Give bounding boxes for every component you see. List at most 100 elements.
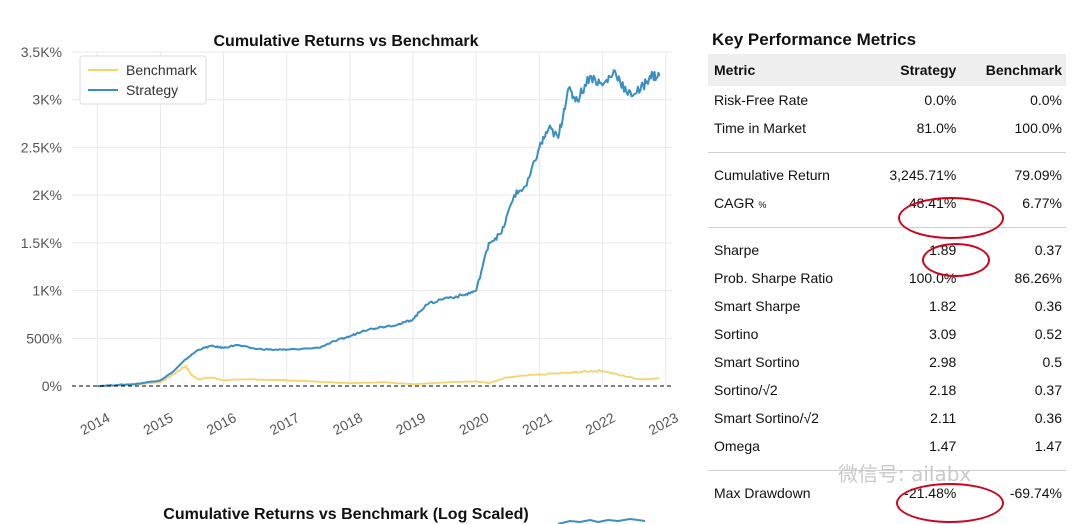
metric-benchmark-value: 79.09% — [1014, 167, 1062, 183]
metric-label-text: Cumulative Return — [714, 167, 830, 183]
series-lines — [97, 69, 661, 388]
x-tick-label: 2023 — [646, 409, 681, 438]
metric-label: CAGR % — [708, 189, 866, 217]
x-tick-label: 2017 — [267, 409, 302, 438]
metric-label: Risk-Free Rate — [708, 86, 866, 114]
y-tick-label: 1.5K% — [21, 235, 62, 251]
header-benchmark: Benchmark — [985, 62, 1062, 78]
x-tick-label: 2018 — [330, 409, 365, 438]
metric-benchmark-value: 1.47 — [1034, 438, 1062, 454]
metrics-table-body: Metric Strategy Benchmark Risk-Free Rate… — [708, 54, 1066, 507]
metric-row: CAGR % 48.41% 6.77% — [708, 189, 1066, 217]
metric-label: Smart Sortino/√2 — [708, 404, 866, 432]
legend-label-strategy: Strategy — [126, 82, 178, 98]
metric-label-text: Sortino — [714, 326, 759, 342]
group-gap — [708, 228, 1066, 236]
metric-label-text: Omega — [714, 438, 760, 454]
metric-benchmark-value: -69.74% — [1009, 485, 1062, 501]
group-separator — [708, 470, 1066, 471]
metric-label-text: Risk-Free Rate — [714, 92, 809, 108]
metric-row: Smart Sortino 2.98 0.5 — [708, 348, 1066, 376]
key-performance-metrics: Key Performance Metrics Metric Strategy … — [708, 24, 1068, 507]
metric-benchmark-value: 0.36 — [1034, 410, 1062, 426]
log-chart-peek — [557, 517, 646, 524]
metric-label: Prob. Sharpe Ratio — [708, 264, 866, 292]
metric-strategy-value: 2.18 — [929, 382, 957, 398]
chart-title: Cumulative Returns vs Benchmark — [214, 33, 479, 50]
metrics-table: Metric Strategy Benchmark Risk-Free Rate… — [708, 54, 1066, 507]
metric-label-suffix: % — [758, 200, 767, 210]
metric-label-text: Smart Sharpe — [714, 298, 801, 314]
series-line-strategy — [97, 69, 661, 388]
metric-row: Smart Sortino/√2 2.11 0.36 — [708, 404, 1066, 432]
metric-label: Sortino — [708, 320, 866, 348]
metric-strategy-value: 0.0% — [924, 92, 957, 108]
metric-row: Prob. Sharpe Ratio 100.0% 86.26% — [708, 264, 1066, 292]
log-chart-title: Cumulative Returns vs Benchmark (Log Sca… — [163, 506, 528, 523]
metric-benchmark-value: 0.37 — [1034, 382, 1062, 398]
y-tick-label: 0% — [42, 378, 62, 394]
metric-label-text: Sortino/√2 — [714, 382, 778, 398]
metric-benchmark-value: 0.0% — [1030, 92, 1062, 108]
metric-row: Sortino/√2 2.18 0.37 — [708, 376, 1066, 404]
x-tick-label: 2014 — [77, 409, 112, 438]
log-chart-strategy-line — [557, 517, 646, 524]
legend-box — [79, 55, 207, 105]
y-tick-label: 2K% — [32, 187, 62, 203]
metric-row: Risk-Free Rate 0.0% 0.0% — [708, 86, 1066, 114]
metrics-header-row: Metric Strategy Benchmark — [708, 54, 1066, 86]
x-tick-label: 2016 — [204, 409, 239, 438]
metric-label-text: Smart Sortino — [714, 354, 800, 370]
x-tick-label: 2020 — [456, 409, 491, 438]
cumulative-returns-chart: 0% 500% 1K% 1.5K% 2K% 2.5K% 3K% 3.5K% 2014 2015 20… — [21, 33, 681, 524]
metric-benchmark-value: 100.0% — [1014, 120, 1062, 136]
metric-strategy-value: 1.82 — [929, 298, 957, 314]
x-tick-label: 2019 — [393, 409, 428, 438]
x-tick-label: 2021 — [520, 409, 555, 438]
y-tick-label: 500% — [26, 330, 62, 346]
header-metric: Metric — [714, 62, 756, 78]
x-tick-label: 2022 — [583, 409, 618, 438]
metric-strategy-value: 3,245.71% — [889, 167, 957, 183]
metric-label: Smart Sortino — [708, 348, 866, 376]
y-tick-label: 2.5K% — [21, 139, 62, 155]
group-gap — [708, 142, 1066, 153]
metric-strategy-value: 81.0% — [916, 120, 957, 136]
group-separator — [708, 227, 1066, 228]
metric-label-text: Time in Market — [714, 120, 807, 136]
series-line-benchmark — [97, 365, 660, 387]
metric-row: Smart Sharpe 1.82 0.36 — [708, 292, 1066, 320]
header-strategy: Strategy — [900, 62, 957, 78]
watermark: 微信号: ailabx — [838, 462, 972, 486]
metric-label-text: Prob. Sharpe Ratio — [714, 270, 834, 286]
metric-label: Time in Market — [708, 114, 866, 142]
metric-benchmark-value: 0.37 — [1034, 242, 1062, 258]
metric-label: Cumulative Return — [708, 161, 866, 189]
metric-label-text: CAGR — [714, 195, 755, 211]
highlight-circle-cagr — [898, 197, 1004, 239]
legend-label-benchmark: Benchmark — [126, 62, 198, 78]
metric-benchmark-value: 0.52 — [1034, 326, 1062, 342]
metric-label: Max Drawdown — [708, 479, 866, 507]
metric-row: Omega 1.47 1.47 — [708, 432, 1066, 460]
metric-label: Sharpe — [708, 236, 866, 264]
highlight-circle-sharpe — [922, 243, 990, 277]
y-tick-label: 3K% — [32, 92, 62, 108]
metric-row: Time in Market 81.0% 100.0% — [708, 114, 1066, 142]
metric-strategy-value: 3.09 — [929, 326, 957, 342]
y-tick-label: 1K% — [32, 283, 62, 299]
metric-row: Sharpe 1.89 0.37 — [708, 236, 1066, 264]
metric-label: Sortino/√2 — [708, 376, 866, 404]
metric-benchmark-value: 0.5 — [1042, 354, 1062, 370]
metric-strategy-value: 2.11 — [930, 410, 957, 426]
legend: Benchmark Strategy — [79, 55, 207, 105]
metric-label: Smart Sharpe — [708, 292, 866, 320]
highlight-circle-max-drawdown — [896, 483, 1004, 523]
metric-label: Omega — [708, 432, 866, 460]
group-separator — [708, 152, 1066, 153]
metric-strategy-value: 2.98 — [929, 354, 957, 370]
metric-label-text: Smart Sortino/√2 — [714, 410, 819, 426]
metric-benchmark-value: 86.26% — [1014, 270, 1062, 286]
metric-label-text: Sharpe — [714, 242, 760, 258]
group-gap — [708, 217, 1066, 228]
